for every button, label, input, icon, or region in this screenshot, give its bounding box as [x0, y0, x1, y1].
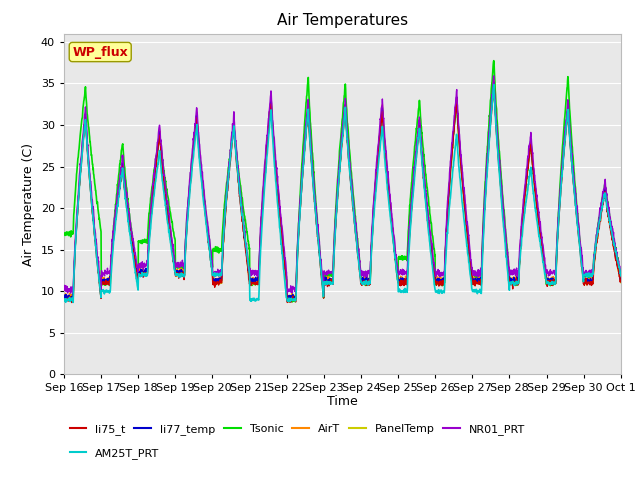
Y-axis label: Air Temperature (C): Air Temperature (C) — [22, 143, 35, 265]
Legend: AM25T_PRT: AM25T_PRT — [70, 448, 159, 459]
X-axis label: Time: Time — [327, 395, 358, 408]
Title: Air Temperatures: Air Temperatures — [277, 13, 408, 28]
Text: WP_flux: WP_flux — [72, 46, 128, 59]
